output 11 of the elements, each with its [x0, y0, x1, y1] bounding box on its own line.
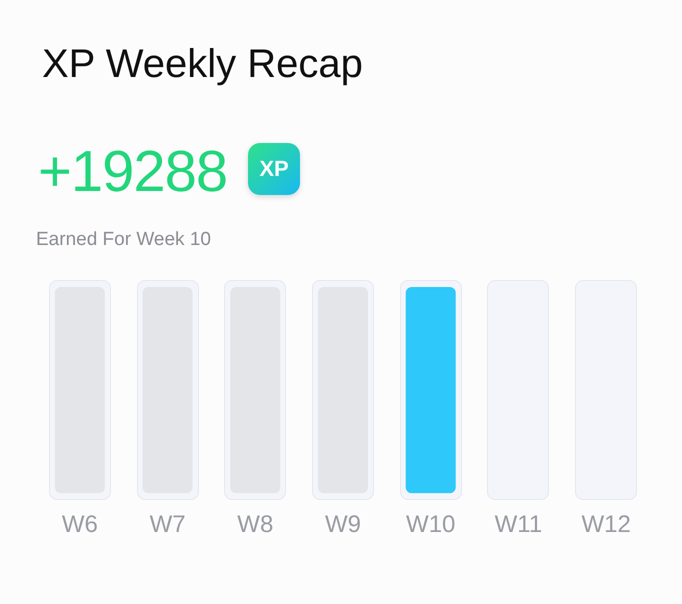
x-tick-label: W7	[150, 511, 186, 538]
x-tick-label: W11	[494, 511, 542, 538]
chart-subtitle: Earned For Week 10	[36, 229, 211, 251]
text: +19288	[38, 138, 228, 205]
x-tick-label: W6	[62, 511, 98, 538]
x-tick-label: W9	[325, 511, 361, 538]
chart-title: XP Weekly Recap	[42, 42, 363, 87]
x-tick-label: W10	[406, 511, 456, 538]
x-tick-label: W12	[581, 511, 631, 538]
x-tick-label: W8	[237, 511, 274, 538]
badge-icon: XP	[248, 143, 300, 195]
